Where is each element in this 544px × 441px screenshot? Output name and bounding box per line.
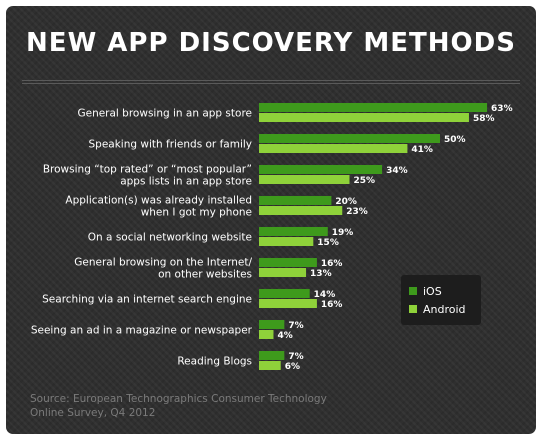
category-label-reading-blogs: Reading Blogs (177, 356, 252, 368)
category-label-friends-family: Speaking with friends or family (89, 139, 253, 151)
android-swatch (409, 305, 417, 313)
bar-android-internet-browsing (259, 268, 307, 277)
value-label-android-top-rated-lists: 25% (354, 176, 376, 186)
category-label-magazine-ad: Seeing an ad in a magazine or newspaper (31, 325, 253, 337)
chart-legend: iOS Android (401, 275, 481, 325)
legend-item-ios: iOS (409, 284, 442, 298)
value-label-android-magazine-ad: 4% (277, 331, 292, 341)
bar-android-reading-blogs (259, 361, 281, 370)
value-label-android-friends-family: 41% (411, 145, 433, 155)
bar-ios-search-engine (259, 289, 310, 298)
title-divider (22, 83, 520, 84)
value-label-ios-friends-family: 50% (444, 135, 466, 145)
bar-android-preinstalled (259, 206, 343, 215)
category-label-internet-browsing: General browsing on the Internet/on othe… (74, 257, 252, 281)
bar-ios-friends-family (259, 134, 440, 143)
infographic-panel: NEW APP DISCOVERY METHODS General browsi… (6, 6, 536, 434)
chart-title: NEW APP DISCOVERY METHODS (26, 28, 516, 58)
legend-label-android: Android (423, 302, 466, 316)
category-label-top-rated-lists: Browsing “top rated” or “most popular” ap… (43, 164, 252, 188)
bar-ios-magazine-ad (259, 320, 285, 329)
value-label-android-social-networking: 15% (317, 238, 339, 248)
source-note: Source: European Technographics Consumer… (30, 393, 327, 419)
value-label-android-search-engine: 16% (321, 300, 343, 310)
value-label-android-app-store-browsing: 58% (473, 114, 495, 124)
category-label-preinstalled: Application(s) was already installed when… (65, 195, 252, 219)
value-label-ios-preinstalled: 20% (335, 197, 357, 207)
bar-ios-internet-browsing (259, 258, 317, 267)
category-label-social-networking: On a social networking website (88, 232, 252, 244)
value-label-ios-app-store-browsing: 63% (491, 104, 513, 114)
bar-android-friends-family (259, 144, 408, 153)
bar-android-magazine-ad (259, 330, 274, 339)
value-label-ios-social-networking: 19% (332, 228, 354, 238)
value-label-android-preinstalled: 23% (346, 207, 368, 217)
value-label-ios-reading-blogs: 7% (288, 352, 303, 362)
legend-item-android: Android (409, 302, 466, 316)
legend-label-ios: iOS (423, 284, 442, 298)
bar-android-search-engine (259, 299, 317, 308)
bar-ios-top-rated-lists (259, 165, 383, 174)
category-label-search-engine: Searching via an internet search engine (42, 294, 252, 306)
bar-ios-reading-blogs (259, 351, 285, 360)
bar-android-top-rated-lists (259, 175, 350, 184)
ios-swatch (409, 287, 417, 295)
category-label-app-store-browsing: General browsing in an app store (77, 108, 252, 120)
bar-android-social-networking (259, 237, 314, 246)
bar-ios-social-networking (259, 227, 328, 236)
bar-chart: General browsing in an app store 63%58% Sp… (31, 103, 513, 372)
bar-android-app-store-browsing (259, 113, 469, 122)
bar-ios-app-store-browsing (259, 103, 488, 112)
bar-ios-preinstalled (259, 196, 332, 205)
value-label-ios-internet-browsing: 16% (321, 259, 343, 269)
value-label-ios-magazine-ad: 7% (288, 321, 303, 331)
value-label-ios-search-engine: 14% (314, 290, 336, 300)
value-label-ios-top-rated-lists: 34% (386, 166, 408, 176)
value-label-android-internet-browsing: 13% (310, 269, 332, 279)
value-label-android-reading-blogs: 6% (285, 362, 300, 372)
title-divider (22, 80, 520, 81)
